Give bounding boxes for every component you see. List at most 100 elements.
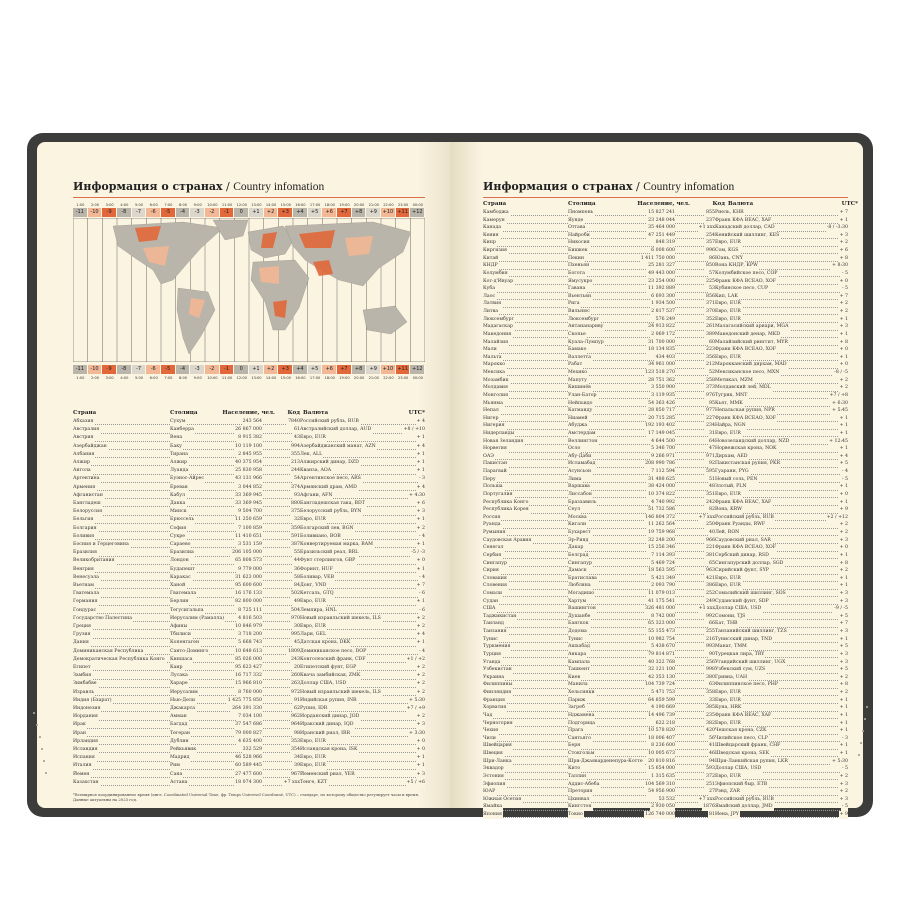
hour-label: 16:00 <box>295 203 306 207</box>
capital: Претория <box>568 788 594 797</box>
currency: Евро, EUR <box>715 490 742 499</box>
currency: Азербайджанский манат, AZN <box>300 442 377 451</box>
country: Эфиопия <box>483 780 507 789</box>
population: 95 623 427 <box>234 664 262 672</box>
utc-offset-cell: +10 <box>381 208 396 217</box>
utc-offset: + 6 <box>838 247 848 256</box>
stitch-dot <box>39 736 41 738</box>
population: 25 830 958 <box>234 467 262 476</box>
currency: Доллар США, USD <box>300 680 348 689</box>
phone-code: 98 <box>293 729 300 738</box>
phone-code: 54 <box>293 475 300 484</box>
phone-code: 48 <box>708 483 715 492</box>
capital: Никосия <box>568 239 591 248</box>
country: Китай <box>483 254 500 263</box>
country: Лаос <box>483 292 497 301</box>
currency: Манат, TMM <box>715 643 748 652</box>
utc-offset: + 3 <box>838 536 848 545</box>
phone-code: 386 <box>705 582 715 591</box>
currency: Франк КФА ВСЕАО, XOF <box>715 544 777 553</box>
currency: Франк КФА ВСЕАО, XOF <box>715 277 777 286</box>
capital: Лиссабон <box>568 490 593 499</box>
phone-code: 90 <box>708 650 715 659</box>
table-row: Доминиканская Республика Санто-Доминго 10 … <box>73 647 425 656</box>
population: 64 859 599 <box>647 696 675 705</box>
capital: Дамаск <box>568 567 588 576</box>
table-row: Германия Берлин 82 800 000 49 Евро, EUR + 1 <box>73 598 425 607</box>
country: Монголия <box>483 391 510 400</box>
capital: Берн <box>568 742 582 751</box>
table-row: Танзания Додома 55 155 473 255 Танзанийский … <box>483 628 848 637</box>
capital: Брюссель <box>170 516 196 525</box>
phone-code: 44 <box>293 557 300 566</box>
capital: Дакка <box>170 500 187 508</box>
utc-offset: + 9 <box>838 506 848 515</box>
stitch-dot <box>33 712 35 714</box>
country: Пакистан <box>483 460 509 469</box>
population: 1 425 775 850 <box>226 696 262 705</box>
population: 3 550 900 <box>650 384 675 393</box>
country: Узбекистан <box>483 666 513 675</box>
country: Абхазия <box>73 418 95 426</box>
population: 576 249 <box>654 315 675 324</box>
table-row: Мексика Мехико 123 518 270 52 Мексиканское п… <box>483 369 848 378</box>
hour-label: 00:00 <box>412 203 423 207</box>
country: Норвегия <box>483 445 508 454</box>
currency: Кванза, AOA <box>300 467 333 476</box>
currency: Кенийский шиллинг, KES <box>715 231 781 240</box>
hour-label: 19:00 <box>339 376 350 380</box>
capital: Москва <box>568 513 588 522</box>
phone-code: 55 <box>293 549 300 558</box>
hour-label: 3:00 <box>105 203 114 207</box>
capital: Кампала <box>568 658 591 667</box>
utc-offset: + 1 <box>415 434 425 443</box>
capital: Исламабад <box>568 460 597 469</box>
capital: Яунде <box>568 216 585 225</box>
hour-label: 12:00 <box>236 376 247 380</box>
utc-offset-cell: -8 <box>117 365 132 374</box>
currency: Новый израильский шекель, ILS <box>300 688 382 697</box>
utc-offset: + 3 <box>838 597 848 606</box>
population: 37 547 686 <box>234 721 262 730</box>
stitch-dot <box>860 742 862 744</box>
country: Республика Конго <box>483 498 530 507</box>
title-separator: / <box>632 180 644 193</box>
currency: Евро, EUR <box>300 434 327 443</box>
currency: Шри-Ланкийская рупия, LKR <box>715 757 789 766</box>
phone-code: 964 <box>290 721 300 730</box>
currency: Франк КФА ВСЕАО, XOF <box>715 346 777 355</box>
population: 14 496 739 <box>647 711 675 720</box>
population: 16 717 332 <box>234 672 262 681</box>
currency: Белорусский рубль, BYN <box>300 508 363 517</box>
utc-offset-cell: -1 <box>219 208 235 217</box>
left-page-title: Информация о странах / Country infomatio… <box>73 180 324 193</box>
capital: Тирана <box>170 450 189 459</box>
hour-label: 5:00 <box>134 203 144 207</box>
table-row: Эквадор Кито 15 654 000 593 Доллар США, USD -… <box>483 765 848 774</box>
utc-offset-cell: -7 <box>131 208 147 217</box>
table-row: Пакистан Исламабад 208 990 786 92 Пакистанск… <box>483 460 848 469</box>
country: КНДР <box>483 262 499 271</box>
country: Албания <box>73 450 96 459</box>
country: Мексика <box>483 369 506 378</box>
population: 2 093 790 <box>650 582 675 591</box>
population: 54 363 426 <box>647 399 675 408</box>
phone-code: 244 <box>290 467 300 476</box>
currency: Индийская рупия, INR <box>300 696 358 705</box>
population: 82 800 000 <box>234 598 262 607</box>
country: Швеция <box>483 750 504 759</box>
table-row: Румыния Бухарест 19 759 968 40 Лей, RON + 2 <box>483 529 848 538</box>
population: 55 155 473 <box>647 628 675 637</box>
currency: Юань, CNY <box>715 254 744 263</box>
utc-offset-cell: +2 <box>263 208 279 217</box>
population: 11 392 889 <box>647 285 675 294</box>
country: Непал <box>483 407 500 416</box>
table-row: Эфиопия Аддис-Абеба 104 569 310 251 Эфиопски… <box>483 780 848 789</box>
phone-code: 373 <box>705 384 715 393</box>
phone-code: 32 <box>293 516 300 525</box>
country: Италия <box>73 762 93 771</box>
phone-code: 84 <box>293 582 300 590</box>
country: Кипр <box>483 239 497 248</box>
country: Южная Осетия <box>483 795 523 804</box>
title-rule <box>483 197 848 198</box>
